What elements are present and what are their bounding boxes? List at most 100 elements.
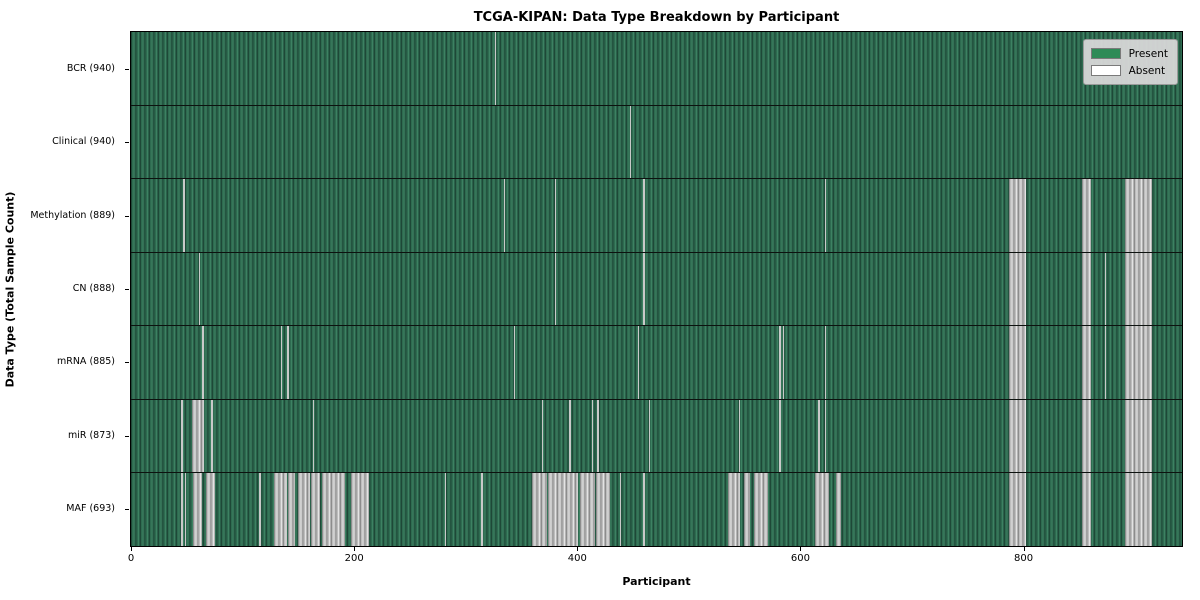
- absent-stripe: [1009, 326, 1026, 399]
- y-tick-label: CN (888): [72, 283, 115, 294]
- absent-stripe: [1081, 473, 1091, 547]
- absent-stripe: [1125, 473, 1152, 547]
- absent-stripe: [779, 399, 781, 473]
- absent-stripe: [1081, 179, 1091, 252]
- heatmap-rows: [131, 32, 1182, 547]
- y-axis: BCR (940) Clinical (940) Methylation (889)…: [0, 31, 130, 547]
- y-tick-label: Methylation (889): [30, 209, 115, 221]
- heatmap-row-maf: [131, 473, 1182, 547]
- absent-stripe: [288, 473, 295, 547]
- heatmap-row-mrna: [131, 326, 1182, 400]
- absent-stripe: [192, 399, 204, 473]
- absent-stripe: [1125, 326, 1152, 399]
- absent-stripe: [321, 473, 346, 547]
- x-axis-label: Participant: [622, 575, 691, 588]
- absent-stripe: [591, 399, 594, 473]
- absent-stripe: [184, 473, 186, 547]
- x-tick-mark: [1023, 547, 1025, 551]
- present-swatch: [1090, 48, 1121, 59]
- legend-entry-present: Present: [1090, 45, 1168, 62]
- absent-stripe: [643, 252, 645, 326]
- x-tick-mark: [131, 547, 132, 551]
- absent-stripe: [643, 179, 645, 252]
- absent-stripe: [569, 399, 571, 473]
- y-tick-label: MAF (693): [66, 503, 115, 515]
- absent-stripe: [597, 399, 599, 473]
- absent-stripe: [280, 326, 282, 399]
- y-tick-mark: [125, 142, 129, 144]
- x-tick-label: 200: [344, 553, 364, 564]
- heatmap-row-methylation: [131, 179, 1182, 253]
- x-tick-label: 400: [567, 553, 587, 564]
- y-tick-label: miR (873): [67, 429, 115, 441]
- absent-stripe: [541, 399, 543, 473]
- absent-stripe: [181, 399, 183, 473]
- absent-stripe: [554, 252, 557, 326]
- absent-stripe: [637, 326, 639, 399]
- absent-stripe: [444, 473, 446, 547]
- absent-stripe: [743, 473, 751, 547]
- absent-stripe: [824, 326, 827, 399]
- absent-stripe: [814, 473, 830, 547]
- x-axis: 0 200 400 600 800: [128, 547, 1183, 575]
- absent-stripe: [619, 473, 622, 547]
- absent-stripe: [513, 326, 516, 399]
- legend-entry-absent: Absent: [1090, 62, 1168, 79]
- absent-stripe: [779, 326, 781, 399]
- absent-stripe: [183, 179, 185, 252]
- absent-stripe: [531, 473, 548, 547]
- x-tick-mark: [800, 547, 802, 551]
- absent-stripe: [1105, 326, 1107, 399]
- absent-stripe: [1009, 473, 1026, 547]
- heatmap-row-cn: [131, 252, 1182, 327]
- absent-stripe: [193, 473, 203, 547]
- absent-stripe: [287, 326, 289, 399]
- absent-stripe: [205, 473, 215, 547]
- legend-label-present: Present: [1128, 47, 1168, 60]
- absent-stripe: [202, 326, 204, 399]
- heatmap-row-mir: [131, 399, 1182, 474]
- absent-swatch: [1090, 65, 1121, 76]
- chart-title: TCGA-KIPAN: Data Type Breakdown by Parti…: [473, 10, 840, 25]
- absent-stripe: [753, 473, 769, 547]
- absent-stripe: [1081, 326, 1091, 399]
- plot-area: Present Absent: [130, 31, 1183, 547]
- absent-stripe: [824, 179, 827, 252]
- absent-stripe: [818, 399, 820, 473]
- absent-stripe: [350, 473, 369, 547]
- y-tick-mark: [125, 435, 129, 437]
- absent-stripe: [494, 32, 497, 105]
- y-tick-label: Clinical (940): [52, 136, 115, 148]
- absent-stripe: [548, 473, 579, 547]
- x-tick-mark: [577, 547, 579, 551]
- y-tick-label: mRNA (885): [56, 356, 115, 368]
- absent-stripe: [727, 473, 741, 547]
- absent-stripe: [181, 473, 183, 547]
- legend-label-absent: Absent: [1128, 64, 1166, 77]
- y-tick-mark: [125, 509, 129, 511]
- absent-stripe: [312, 399, 315, 473]
- absent-stripe: [554, 179, 557, 252]
- x-tick-label: 0: [127, 553, 135, 564]
- absent-stripe: [1009, 179, 1026, 252]
- absent-stripe: [1081, 252, 1091, 326]
- absent-stripe: [503, 179, 506, 252]
- absent-stripe: [782, 326, 784, 399]
- y-tick-mark: [125, 215, 129, 217]
- y-tick-mark: [125, 68, 129, 70]
- absent-stripe: [648, 399, 651, 473]
- absent-stripe: [579, 473, 596, 547]
- x-tick-label: 600: [790, 553, 810, 564]
- absent-stripe: [310, 473, 320, 547]
- absent-stripe: [1125, 252, 1152, 326]
- y-tick-mark: [125, 289, 129, 290]
- absent-stripe: [643, 473, 645, 547]
- absent-stripe: [1125, 179, 1152, 252]
- absent-stripe: [1105, 252, 1107, 326]
- absent-stripe: [629, 105, 632, 179]
- x-tick-mark: [354, 547, 356, 551]
- absent-stripe: [1125, 399, 1152, 473]
- heatmap-row-clinical: [131, 105, 1182, 180]
- absent-stripe: [1009, 252, 1026, 326]
